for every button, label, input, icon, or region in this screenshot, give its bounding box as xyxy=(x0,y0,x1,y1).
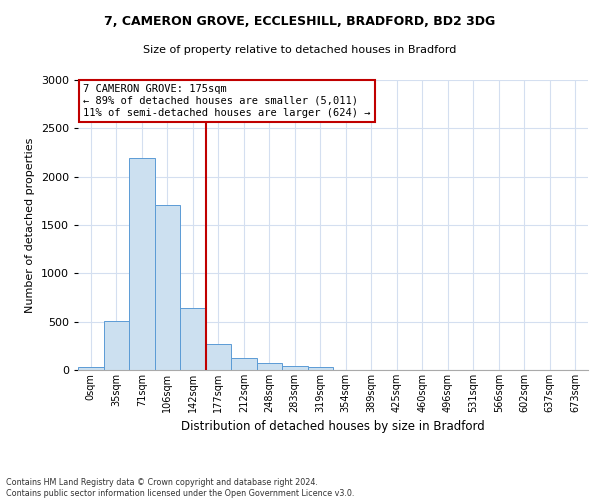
Text: 7, CAMERON GROVE, ECCLESHILL, BRADFORD, BD2 3DG: 7, CAMERON GROVE, ECCLESHILL, BRADFORD, … xyxy=(104,15,496,28)
Bar xyxy=(155,204,180,370)
Text: Contains HM Land Registry data © Crown copyright and database right 2024.
Contai: Contains HM Land Registry data © Crown c… xyxy=(6,478,355,498)
Bar xyxy=(129,158,155,370)
Text: Size of property relative to detached houses in Bradford: Size of property relative to detached ho… xyxy=(143,45,457,55)
X-axis label: Distribution of detached houses by size in Bradford: Distribution of detached houses by size … xyxy=(181,420,485,434)
Bar xyxy=(205,344,231,370)
Text: 7 CAMERON GROVE: 175sqm
← 89% of detached houses are smaller (5,011)
11% of semi: 7 CAMERON GROVE: 175sqm ← 89% of detache… xyxy=(83,84,371,117)
Bar xyxy=(257,363,282,370)
Bar xyxy=(308,367,333,370)
Bar xyxy=(104,320,129,370)
Bar xyxy=(231,358,257,370)
Y-axis label: Number of detached properties: Number of detached properties xyxy=(25,138,35,312)
Bar xyxy=(282,366,308,370)
Bar xyxy=(78,367,104,370)
Bar xyxy=(180,308,205,370)
